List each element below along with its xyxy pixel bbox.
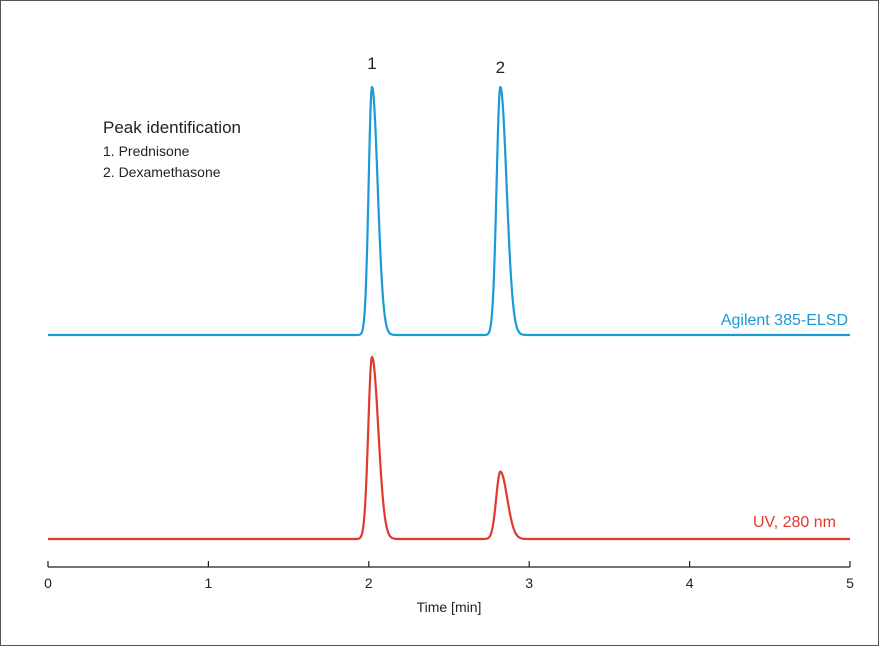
x-tick-label: 2 (365, 575, 373, 591)
legend-item: 1. Prednisone (103, 143, 190, 159)
peak-number-label: 2 (496, 58, 505, 77)
x-tick-label: 5 (846, 575, 854, 591)
series-line-elsd (47, 85, 851, 337)
legend-title: Peak identification (103, 118, 241, 137)
x-axis-ticks: 0 1 2 3 4 5 (44, 561, 854, 591)
series-line-uv (47, 355, 851, 541)
legend-item: 2. Dexamethasone (103, 164, 221, 180)
x-tick-label: 1 (205, 575, 213, 591)
x-tick-label: 3 (525, 575, 533, 591)
x-tick-label: 0 (44, 575, 52, 591)
series-label-elsd: Agilent 385-ELSD (721, 312, 848, 329)
x-axis-title: Time [min] (417, 599, 482, 615)
peak-number-label: 1 (367, 54, 376, 73)
x-tick-label: 4 (686, 575, 694, 591)
series-label-uv: UV, 280 nm (753, 514, 836, 531)
